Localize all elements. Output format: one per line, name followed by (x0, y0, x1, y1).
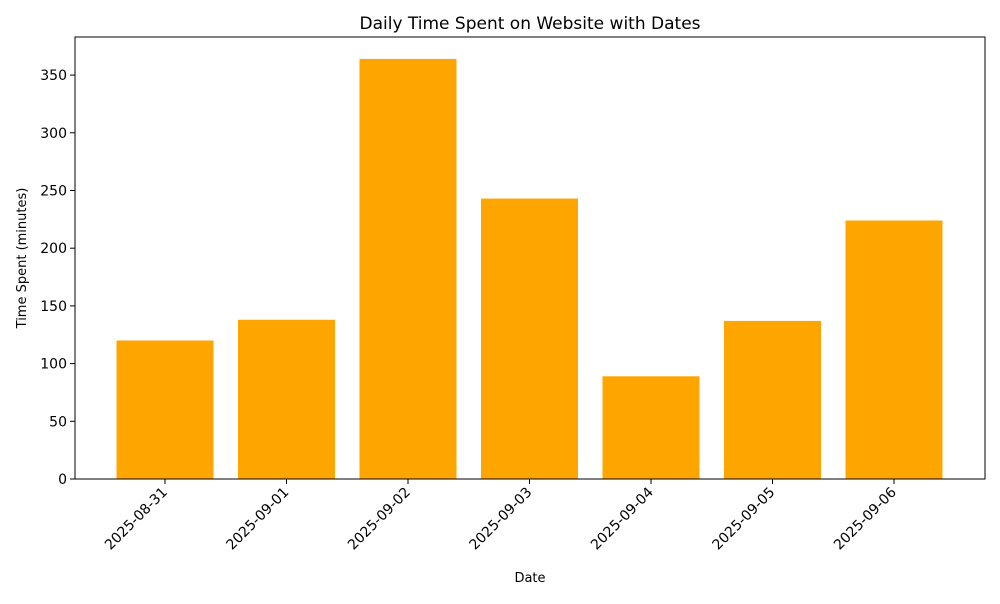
x-tick-label: 2025-09-04 (588, 484, 657, 553)
y-tick-label: 0 (58, 472, 67, 488)
y-tick-label: 150 (40, 299, 67, 315)
bar-2025-09-06 (845, 220, 943, 479)
y-axis: 0 50 100 150 200 250 300 350 (40, 68, 75, 488)
bar-2025-09-02 (359, 58, 457, 480)
bar-2025-09-05 (724, 320, 821, 479)
x-tick-label: 2025-09-03 (466, 485, 535, 554)
x-tick-label: 2025-08-31 (102, 485, 171, 554)
bar-2025-09-01 (238, 319, 335, 479)
x-axis: 2025-08-31 2025-09-01 2025-09-02 2025-09-03… (102, 479, 900, 553)
x-tick-label: 2025-09-06 (831, 484, 900, 553)
bar-2025-09-03 (481, 198, 578, 479)
x-tick-label: 2025-09-01 (223, 485, 292, 554)
plot-frame (74, 36, 986, 480)
y-tick-label: 200 (40, 241, 67, 257)
x-tick-label: 2025-09-05 (709, 485, 778, 554)
y-tick-label: 250 (40, 183, 67, 199)
y-axis-label: Time Spent (minutes) (15, 188, 30, 330)
y-tick-label: 350 (40, 68, 67, 84)
bars-group (116, 58, 943, 480)
y-tick-label: 50 (49, 414, 67, 430)
bar-2025-09-04 (602, 376, 700, 479)
x-tick-label: 2025-09-02 (345, 485, 414, 554)
x-axis-label: Date (514, 571, 545, 586)
y-tick-label: 300 (40, 126, 67, 142)
chart-title: Daily Time Spent on Website with Dates (359, 14, 700, 34)
bar-2025-08-31 (116, 340, 214, 479)
y-tick-label: 100 (40, 357, 67, 373)
